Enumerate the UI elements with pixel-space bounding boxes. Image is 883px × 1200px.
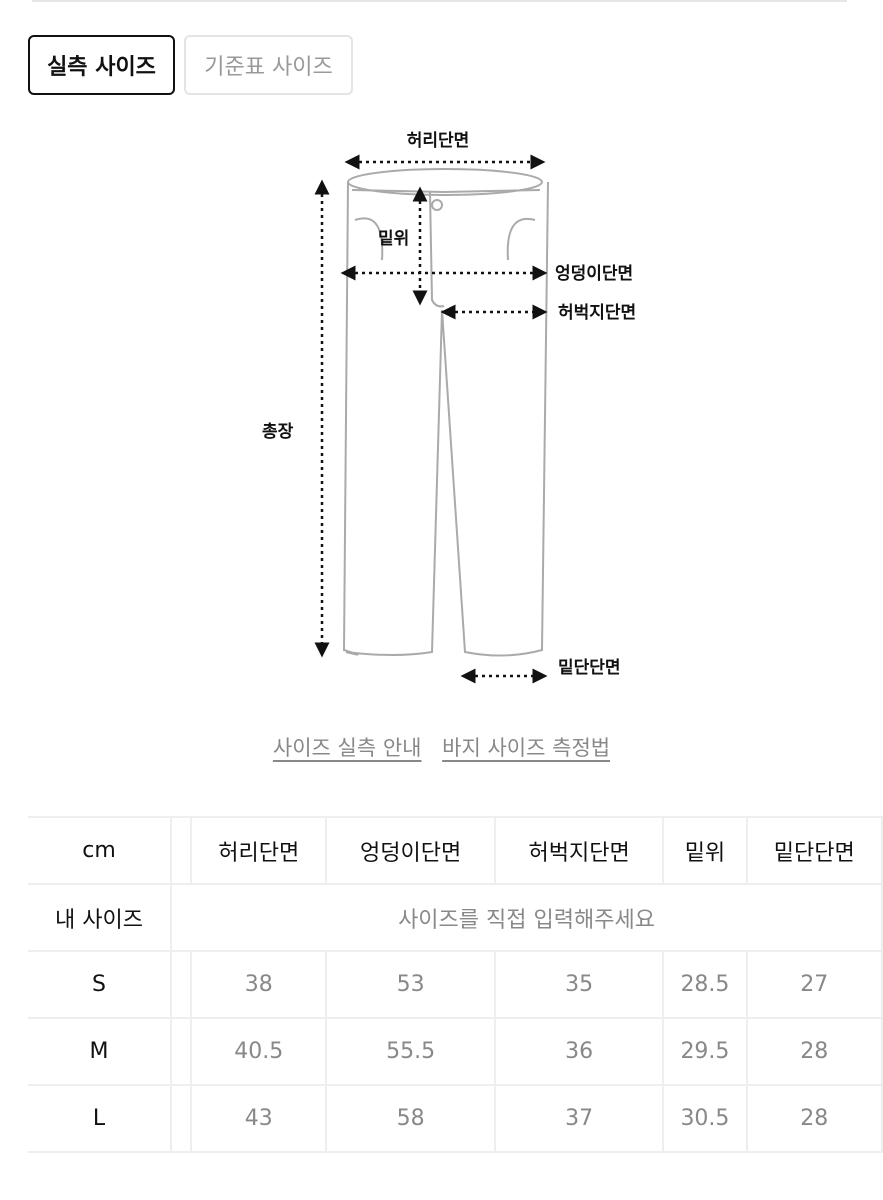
table-header-row: cm 허리단면 엉덩이단면 허벅지단면 밑위 밑단단면	[28, 816, 883, 885]
cell: 28.5	[662, 950, 748, 1019]
unit-cell: cm	[28, 816, 172, 885]
cell: 53	[325, 950, 496, 1019]
measure-method-link[interactable]: 바지 사이즈 측정법	[442, 736, 611, 760]
measure-arrows	[314, 154, 548, 684]
size-label: S	[28, 950, 172, 1019]
label-hem: 밑단단면	[558, 658, 621, 678]
tab-actual-size[interactable]: 실측 사이즈	[28, 35, 175, 95]
header-cell: 허벅지단면	[493, 816, 665, 885]
size-label: L	[28, 1084, 172, 1153]
tab-standard-size[interactable]: 기준표 사이즈	[184, 35, 353, 95]
header-cell: 엉덩이단면	[325, 816, 496, 885]
cell: 38	[189, 950, 328, 1019]
my-size-input[interactable]: 사이즈를 직접 입력해주세요	[170, 883, 883, 952]
label-waist: 허리단면	[407, 131, 470, 151]
my-size-row: 내 사이즈 사이즈를 직접 입력해주세요	[28, 883, 883, 952]
header-cell: 밑위	[662, 816, 748, 885]
cell: 27	[745, 950, 883, 1019]
table-row: M 40.5 55.5 36 29.5 28	[28, 1017, 883, 1086]
cell: 58	[325, 1084, 496, 1153]
guide-links: 사이즈 실측 안내 바지 사이즈 측정법	[0, 732, 883, 762]
cell: 30.5	[662, 1084, 748, 1153]
table-row: L 43 58 37 30.5 28	[28, 1084, 883, 1153]
label-length: 총장	[262, 422, 294, 442]
cell: 35	[493, 950, 665, 1019]
cell: 28	[745, 1084, 883, 1153]
divider	[32, 0, 847, 2]
cell: 37	[493, 1084, 665, 1153]
cell: 55.5	[325, 1017, 496, 1086]
size-label: M	[28, 1017, 172, 1086]
label-thigh: 허벅지단면	[558, 303, 636, 323]
my-size-label: 내 사이즈	[28, 883, 172, 952]
cell: 40.5	[189, 1017, 328, 1086]
cell: 28	[745, 1017, 883, 1086]
label-rise: 밑위	[378, 229, 409, 249]
cell: 43	[189, 1084, 328, 1153]
table-row: S 38 53 35 28.5 27	[28, 950, 883, 1019]
label-hip: 엉덩이단면	[555, 264, 633, 284]
pants-outline	[342, 168, 549, 657]
pants-measurement-diagram: 허리단면 밑위 엉덩이단면 허벅지단면 총장 밑단단면	[262, 131, 636, 684]
size-guide-link[interactable]: 사이즈 실측 안내	[272, 736, 422, 760]
header-cell: 밑단단면	[745, 816, 883, 885]
cell: 36	[493, 1017, 665, 1086]
cell: 29.5	[662, 1017, 748, 1086]
size-table: cm 허리단면 엉덩이단면 허벅지단면 밑위 밑단단면 내 사이즈 사이즈를 직…	[28, 816, 883, 1153]
header-cell: 허리단면	[189, 816, 328, 885]
